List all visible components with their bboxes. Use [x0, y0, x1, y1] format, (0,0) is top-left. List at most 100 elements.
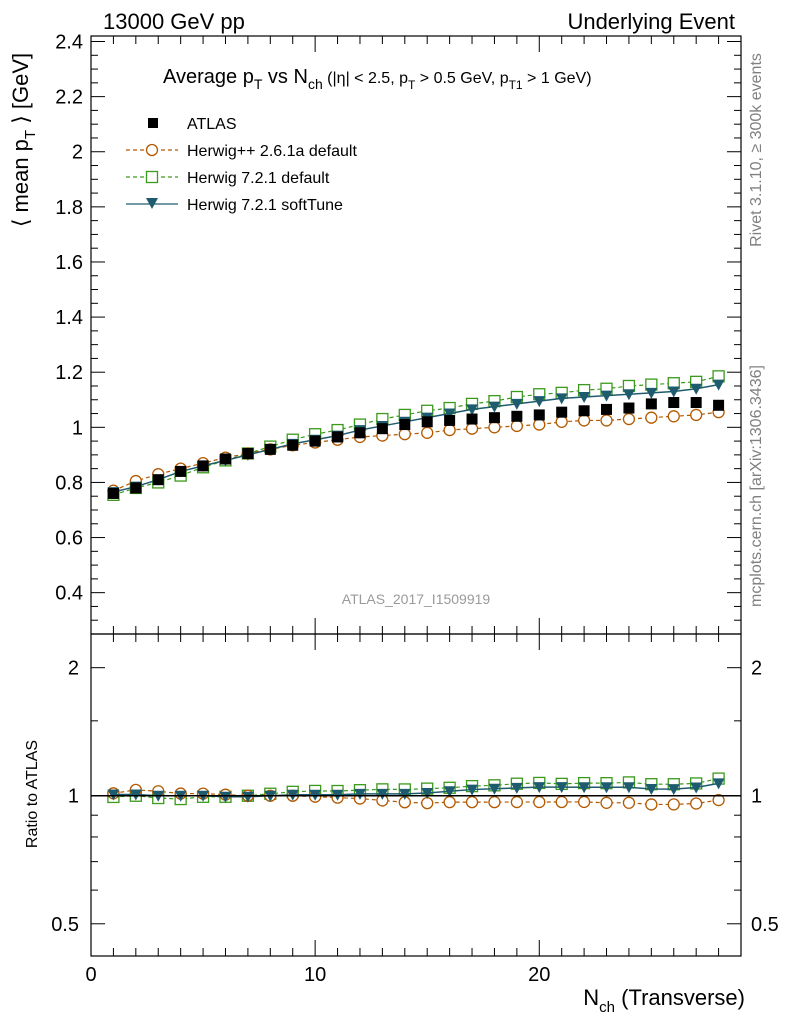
title-sub-t1: T1 — [509, 78, 523, 92]
ratio-point-herwig-7-2-1-softtune — [712, 778, 725, 790]
data-point-herwig-7-2-1-softtune — [578, 392, 591, 404]
ratio-y-axis-label: Ratio to ATLAS — [24, 740, 41, 848]
data-point-herwig-2-6-1a-default — [690, 408, 703, 422]
mcplots-label: mcplots.cern.ch [arXiv:1306.3436] — [748, 365, 765, 607]
data-point-atlas — [601, 403, 613, 415]
ratio-point-herwig-7-2-1-softtune — [376, 788, 389, 800]
data-point-atlas — [556, 406, 568, 418]
y-tick-label: 1.8 — [55, 197, 83, 219]
data-point-atlas — [309, 435, 321, 447]
data-point-atlas — [376, 423, 388, 435]
rivet-version-label: Rivet 3.1.10, ≥ 300k events — [748, 53, 765, 247]
legend-label-herwig7-softtune: Herwig 7.2.1 softTune — [187, 197, 343, 214]
ratio-point-herwig-2-6-1a-default — [533, 795, 546, 809]
x-tick-label: 10 — [304, 964, 326, 986]
ratio-point-herwig-7-2-1-softtune — [421, 788, 434, 800]
header-right: Underlying Event — [567, 9, 735, 34]
legend-label-herwigpp: Herwig++ 2.6.1a default — [187, 143, 357, 160]
data-point-herwig-7-2-1-softtune — [645, 387, 658, 399]
ratio-point-herwig-7-2-1-softtune — [219, 791, 232, 803]
y-tick-label: 1.2 — [55, 362, 83, 384]
legend-marker-herwig7-default — [145, 170, 159, 184]
title-sub-t: T — [254, 76, 263, 92]
series-line-herwig-2-6-1a-default — [113, 411, 719, 492]
data-point-atlas — [107, 487, 119, 499]
data-point-atlas — [242, 447, 254, 459]
ratio-point-herwig-2-6-1a-default — [555, 795, 568, 809]
data-point-herwig-2-6-1a-default — [600, 414, 613, 427]
title-cuts-c: > 1 GeV) — [523, 70, 592, 87]
data-point-herwig-2-6-1a-default — [421, 426, 434, 439]
legend-label-herwig7-default: Herwig 7.2.1 default — [187, 170, 330, 187]
title-cuts-b: > 0.5 GeV, p — [415, 70, 508, 87]
data-point-herwig-7-2-1-softtune — [533, 396, 546, 408]
data-point-atlas — [264, 443, 276, 455]
data-point-herwig-2-6-1a-default — [667, 410, 680, 423]
analysis-tag: ATLAS_2017_I1509919 — [342, 591, 491, 607]
ratio-y-tick-label: 0.5 — [51, 914, 79, 936]
ratio-point-herwig-2-6-1a-default — [510, 795, 524, 809]
data-point-herwig-7-2-1-softtune — [690, 383, 703, 395]
data-point-atlas — [399, 419, 411, 431]
ratio-point-herwig-2-6-1a-default — [690, 797, 703, 810]
ratio-line-herwig-2-6-1a-default — [113, 789, 719, 806]
ratio-point-herwig-2-6-1a-default — [465, 795, 479, 809]
data-point-atlas — [219, 453, 231, 465]
data-point-atlas — [130, 482, 142, 494]
ratio-point-herwig-7-2-1-softtune — [578, 782, 591, 794]
ratio-point-herwig-7-2-1-softtune — [533, 782, 546, 794]
data-point-atlas — [511, 410, 523, 422]
y-axis-label-sub: T — [22, 130, 39, 139]
x-axis-label: Nch (Transverse) — [583, 985, 745, 1016]
data-point-herwig-2-6-1a-default — [577, 414, 591, 427]
data-series — [107, 370, 725, 501]
data-point-atlas — [488, 412, 500, 424]
data-point-atlas — [444, 414, 456, 426]
data-point-herwig-7-2-1-softtune — [466, 404, 479, 416]
data-point-atlas — [690, 397, 702, 409]
data-point-atlas — [578, 405, 590, 417]
ratio-point-herwig-7-2-1-softtune — [690, 782, 703, 794]
data-point-atlas — [421, 416, 433, 428]
data-point-herwig-7-2-1-softtune — [712, 379, 725, 391]
ratio-point-herwig-7-2-1-softtune — [667, 784, 680, 796]
y-tick-label: 0.6 — [55, 528, 83, 550]
ratio-point-herwig-7-2-1-softtune — [510, 782, 523, 794]
chart-title: Average pT vs Nch (|η| < 2.5, pT > 0.5 G… — [163, 66, 592, 92]
title-sub-ch: ch — [308, 76, 323, 92]
data-point-herwig-2-6-1a-default — [465, 422, 479, 435]
y-tick-label: 2.2 — [55, 87, 83, 109]
data-point-atlas — [332, 431, 344, 443]
data-point-atlas — [645, 398, 657, 410]
data-point-herwig-7-2-1-softtune — [488, 401, 501, 413]
ratio-point-herwig-7-2-1-softtune — [353, 788, 366, 800]
ratio-point-herwig-2-6-1a-default — [577, 795, 591, 809]
header-left: 13000 GeV pp — [103, 9, 245, 34]
y-tick-label: 1.4 — [55, 307, 83, 329]
data-point-herwig-7-2-1-softtune — [622, 389, 635, 401]
data-point-herwig-7-2-1-softtune — [667, 386, 680, 398]
y-axis-label: ⟨ mean pT ⟩ [GeV] — [8, 53, 39, 227]
x-tick-label: 0 — [85, 964, 96, 986]
title-main: Average p — [163, 66, 254, 88]
data-point-atlas — [287, 439, 299, 451]
data-point-herwig-7-2-1-softtune — [600, 390, 613, 402]
axes-ticks: 0.4 0.6 0.8 1 1.2 1.4 1.6 1.8 2 2.2 2.4 0 10 20 0.5 0.5… — [51, 32, 779, 986]
ratio-point-herwig-7-2-1-softtune — [443, 786, 456, 798]
ratio-y-tick-label-right: 1 — [751, 786, 762, 808]
data-point-atlas — [668, 397, 680, 409]
ratio-point-herwig-7-2-1-softtune — [555, 782, 568, 794]
ratio-point-herwig-2-6-1a-default — [645, 798, 658, 811]
series-line-herwig-7-2-1-softtune — [113, 383, 719, 493]
ratio-point-herwig-7-2-1-softtune — [622, 782, 635, 794]
y-tick-label: 1.6 — [55, 252, 83, 274]
ratio-point-herwig-7-2-1-softtune — [398, 788, 411, 800]
data-point-herwig-2-6-1a-default — [555, 415, 568, 428]
data-point-atlas — [354, 427, 366, 439]
data-point-herwig-2-6-1a-default — [443, 423, 456, 437]
y-tick-label: 2 — [72, 142, 83, 164]
legend: ATLAS Herwig++ 2.6.1a default Herwig 7.2… — [126, 116, 357, 214]
title-cuts-a: (|η| < 2.5, p — [323, 70, 408, 87]
data-point-atlas — [152, 474, 164, 486]
legend-marker-herwig7-softtune — [146, 198, 158, 209]
